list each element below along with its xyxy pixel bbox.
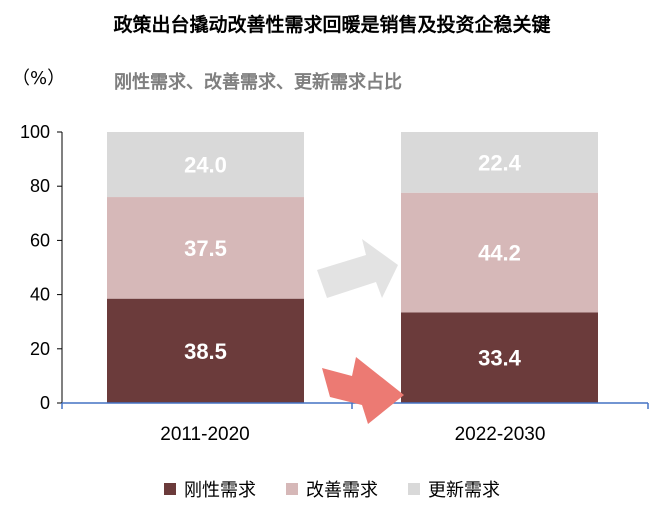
y-axis-unit: （%） xyxy=(12,68,66,89)
data-label-2011-2020-series-2: 24.0 xyxy=(184,153,227,178)
bar-2011-2020-series-0 xyxy=(107,298,304,403)
bar-2011-2020-series-2 xyxy=(107,132,304,198)
legend-swatch-improve xyxy=(286,483,298,495)
chart-subtitle: 刚性需求、改善需求、更新需求占比 xyxy=(114,72,402,93)
gray-arrow xyxy=(317,239,398,298)
x-tick-label-2011-2020: 2011-2020 xyxy=(160,424,249,445)
legend-swatch-rigid xyxy=(164,483,176,495)
chart-title: 政策出台撬动改善性需求回暖是销售及投资企稳关键 xyxy=(113,14,551,36)
legend-item-rigid: 刚性需求 xyxy=(164,476,256,502)
y-tick-label-80: 80 xyxy=(30,176,50,196)
y-tick-label-20: 20 xyxy=(30,339,50,359)
data-label-2011-2020-series-1: 37.5 xyxy=(184,236,227,261)
legend-label-renew: 更新需求 xyxy=(428,480,500,501)
legend-item-renew: 更新需求 xyxy=(408,476,500,502)
bar-2022-2030-series-0 xyxy=(401,312,598,403)
bar-2011-2020-series-1 xyxy=(107,197,304,299)
data-label-2022-2030-series-2: 22.4 xyxy=(478,150,522,175)
y-tick-label-40: 40 xyxy=(30,285,50,305)
data-label-2022-2030-series-0: 33.4 xyxy=(478,346,522,371)
legend: 刚性需求 改善需求 更新需求 xyxy=(0,476,664,502)
y-tick-label-0: 0 xyxy=(40,393,50,413)
data-label-2011-2020-series-0: 38.5 xyxy=(184,339,227,364)
bar-2022-2030-series-1 xyxy=(401,192,598,313)
y-tick-label-100: 100 xyxy=(20,122,50,142)
y-tick-label-60: 60 xyxy=(30,230,50,250)
x-tick-label-2022-2030: 2022-2030 xyxy=(455,424,546,445)
legend-item-improve: 改善需求 xyxy=(286,476,378,502)
legend-swatch-renew xyxy=(408,483,420,495)
legend-label-rigid: 刚性需求 xyxy=(184,480,256,501)
legend-label-improve: 改善需求 xyxy=(306,480,378,501)
bar-2022-2030-series-2 xyxy=(401,132,598,193)
red-arrow xyxy=(322,357,404,424)
data-label-2022-2030-series-1: 44.2 xyxy=(478,241,521,266)
